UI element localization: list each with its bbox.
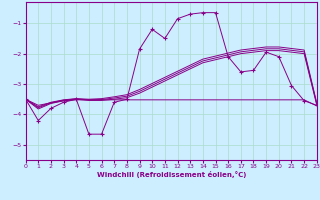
X-axis label: Windchill (Refroidissement éolien,°C): Windchill (Refroidissement éolien,°C)	[97, 171, 246, 178]
